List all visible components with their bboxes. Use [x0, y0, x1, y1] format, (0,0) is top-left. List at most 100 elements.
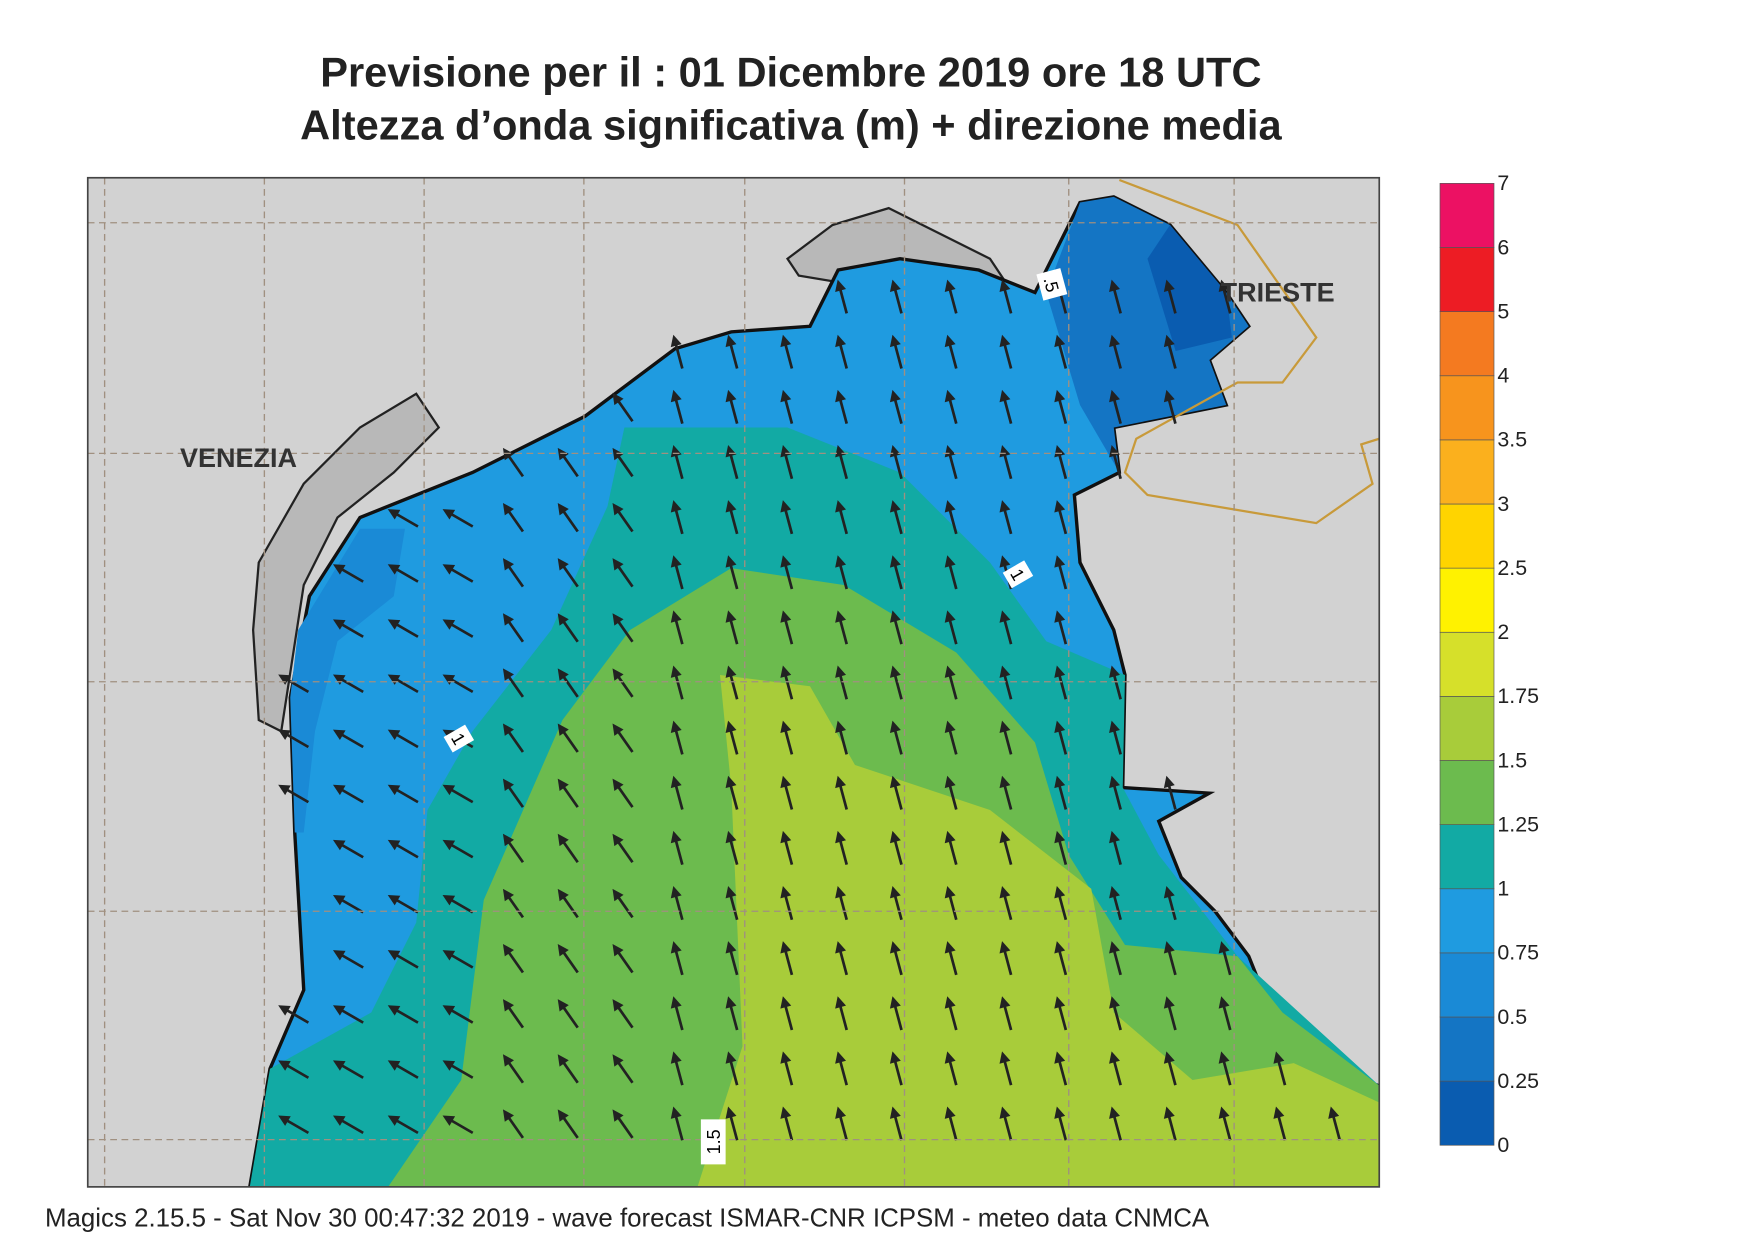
arrow [1054, 500, 1068, 535]
arrow [670, 720, 684, 755]
arrow-head [612, 833, 624, 847]
arrow-head [1054, 445, 1066, 458]
arrow-head [835, 389, 847, 403]
arrow [670, 610, 684, 645]
arrow-head [944, 720, 956, 733]
arrow-head [1163, 996, 1175, 1009]
arrow-head [1054, 775, 1066, 789]
arrow-head [442, 894, 456, 906]
arrow-head [1163, 941, 1175, 954]
arrow [1054, 610, 1068, 645]
arrow [387, 784, 419, 804]
colorbar-swatch [1439, 567, 1495, 633]
arrow-head [502, 1109, 514, 1122]
arrow [1109, 996, 1122, 1031]
colorbar-label: 3.5 [1497, 428, 1527, 452]
arrow [612, 999, 634, 1029]
arrow-head [835, 1051, 847, 1064]
arrow [835, 830, 849, 865]
arrow-head [1218, 941, 1230, 954]
arrow [502, 1054, 525, 1084]
arrow-head [889, 389, 901, 403]
arrow [1054, 1051, 1068, 1086]
arrow [944, 555, 958, 590]
arrow-head [999, 720, 1011, 733]
arrow [1054, 941, 1068, 976]
arrow [670, 886, 684, 921]
arrow [387, 729, 419, 749]
arrow-head [889, 1106, 901, 1119]
arrow-head [557, 502, 569, 516]
arrow [278, 1115, 310, 1135]
arrow [612, 943, 634, 974]
arrow-head [1054, 610, 1066, 623]
colorbar-label: 1.5 [1497, 748, 1527, 772]
arrow-head [1109, 830, 1120, 844]
arrow-head [725, 610, 737, 623]
arrow-head [502, 833, 514, 847]
arrow [332, 839, 364, 859]
arrow [502, 943, 525, 974]
arrow [278, 1060, 310, 1079]
arrow [502, 833, 525, 864]
arrow-head [502, 888, 514, 902]
arrow-head [332, 674, 346, 685]
arrow-head [670, 886, 682, 899]
arrow-head [1218, 1051, 1230, 1064]
arrow [1054, 555, 1068, 590]
arrow-head [780, 1106, 792, 1119]
arrow [889, 500, 903, 535]
arrow-head [835, 500, 847, 513]
arrow [725, 941, 739, 976]
arrow [780, 1106, 794, 1141]
arrow-head [612, 447, 624, 461]
colorbar-label: 1.25 [1497, 812, 1539, 836]
arrow-head [889, 500, 901, 513]
arrow [780, 334, 794, 369]
arrow-head [1218, 996, 1230, 1009]
arrow [278, 1005, 310, 1024]
arrow-head [999, 775, 1011, 789]
arrow [835, 941, 849, 976]
arrow [332, 564, 364, 583]
arrow [387, 674, 419, 694]
arrow [999, 445, 1013, 480]
arrow [999, 610, 1013, 645]
arrow-head [612, 613, 624, 626]
arrow [442, 894, 474, 914]
arrow-head [387, 950, 401, 961]
arrow-head [1054, 334, 1066, 348]
arrow-head [387, 839, 401, 851]
arrow [944, 996, 958, 1031]
colorbar-swatch [1439, 1016, 1495, 1082]
arrow-head [1054, 941, 1066, 954]
arrow-head [835, 445, 847, 458]
colorbar-swatch [1439, 1080, 1495, 1146]
arrow [612, 833, 634, 864]
arrow [387, 1115, 419, 1135]
arrow [387, 950, 419, 969]
colorbar-label: 0 [1497, 1133, 1509, 1157]
arrow-head [1163, 1051, 1175, 1064]
arrow-head [1054, 665, 1066, 678]
arrow-head [387, 729, 401, 741]
arrow-head [387, 894, 401, 906]
arrow [999, 1106, 1013, 1141]
arrow [442, 1005, 474, 1024]
arrow [725, 1106, 739, 1141]
arrow-head [670, 389, 682, 403]
arrow [835, 334, 849, 369]
arrow-head [999, 389, 1011, 403]
arrow-head [835, 830, 847, 844]
arrow [612, 1054, 634, 1084]
arrow-head [502, 447, 514, 461]
arrow-head [502, 723, 514, 736]
arrow [999, 720, 1013, 755]
arrow-head [670, 1106, 682, 1119]
arrow [387, 509, 419, 528]
colorbar-label: 0.5 [1497, 1005, 1527, 1029]
arrow-head [612, 723, 624, 736]
arrow-head [944, 830, 956, 844]
arrow [1054, 996, 1068, 1031]
arrow [944, 610, 958, 645]
